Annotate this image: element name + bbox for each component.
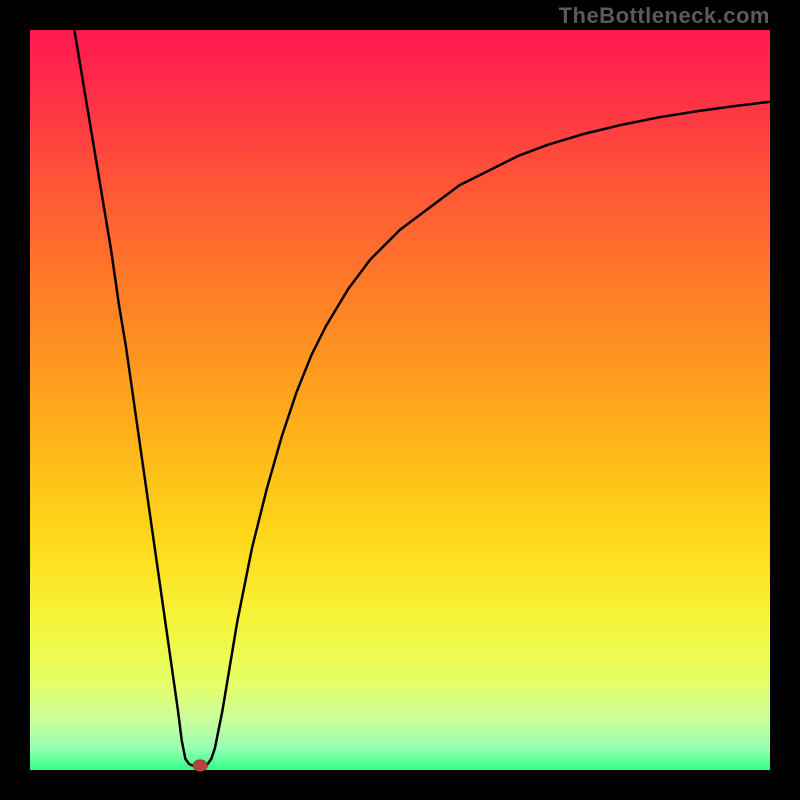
plot-area [30,30,770,770]
optimal-point-marker [193,760,208,772]
watermark-text: TheBottleneck.com [559,3,770,29]
chart-svg [0,0,800,800]
chart-container: TheBottleneck.com [0,0,800,800]
